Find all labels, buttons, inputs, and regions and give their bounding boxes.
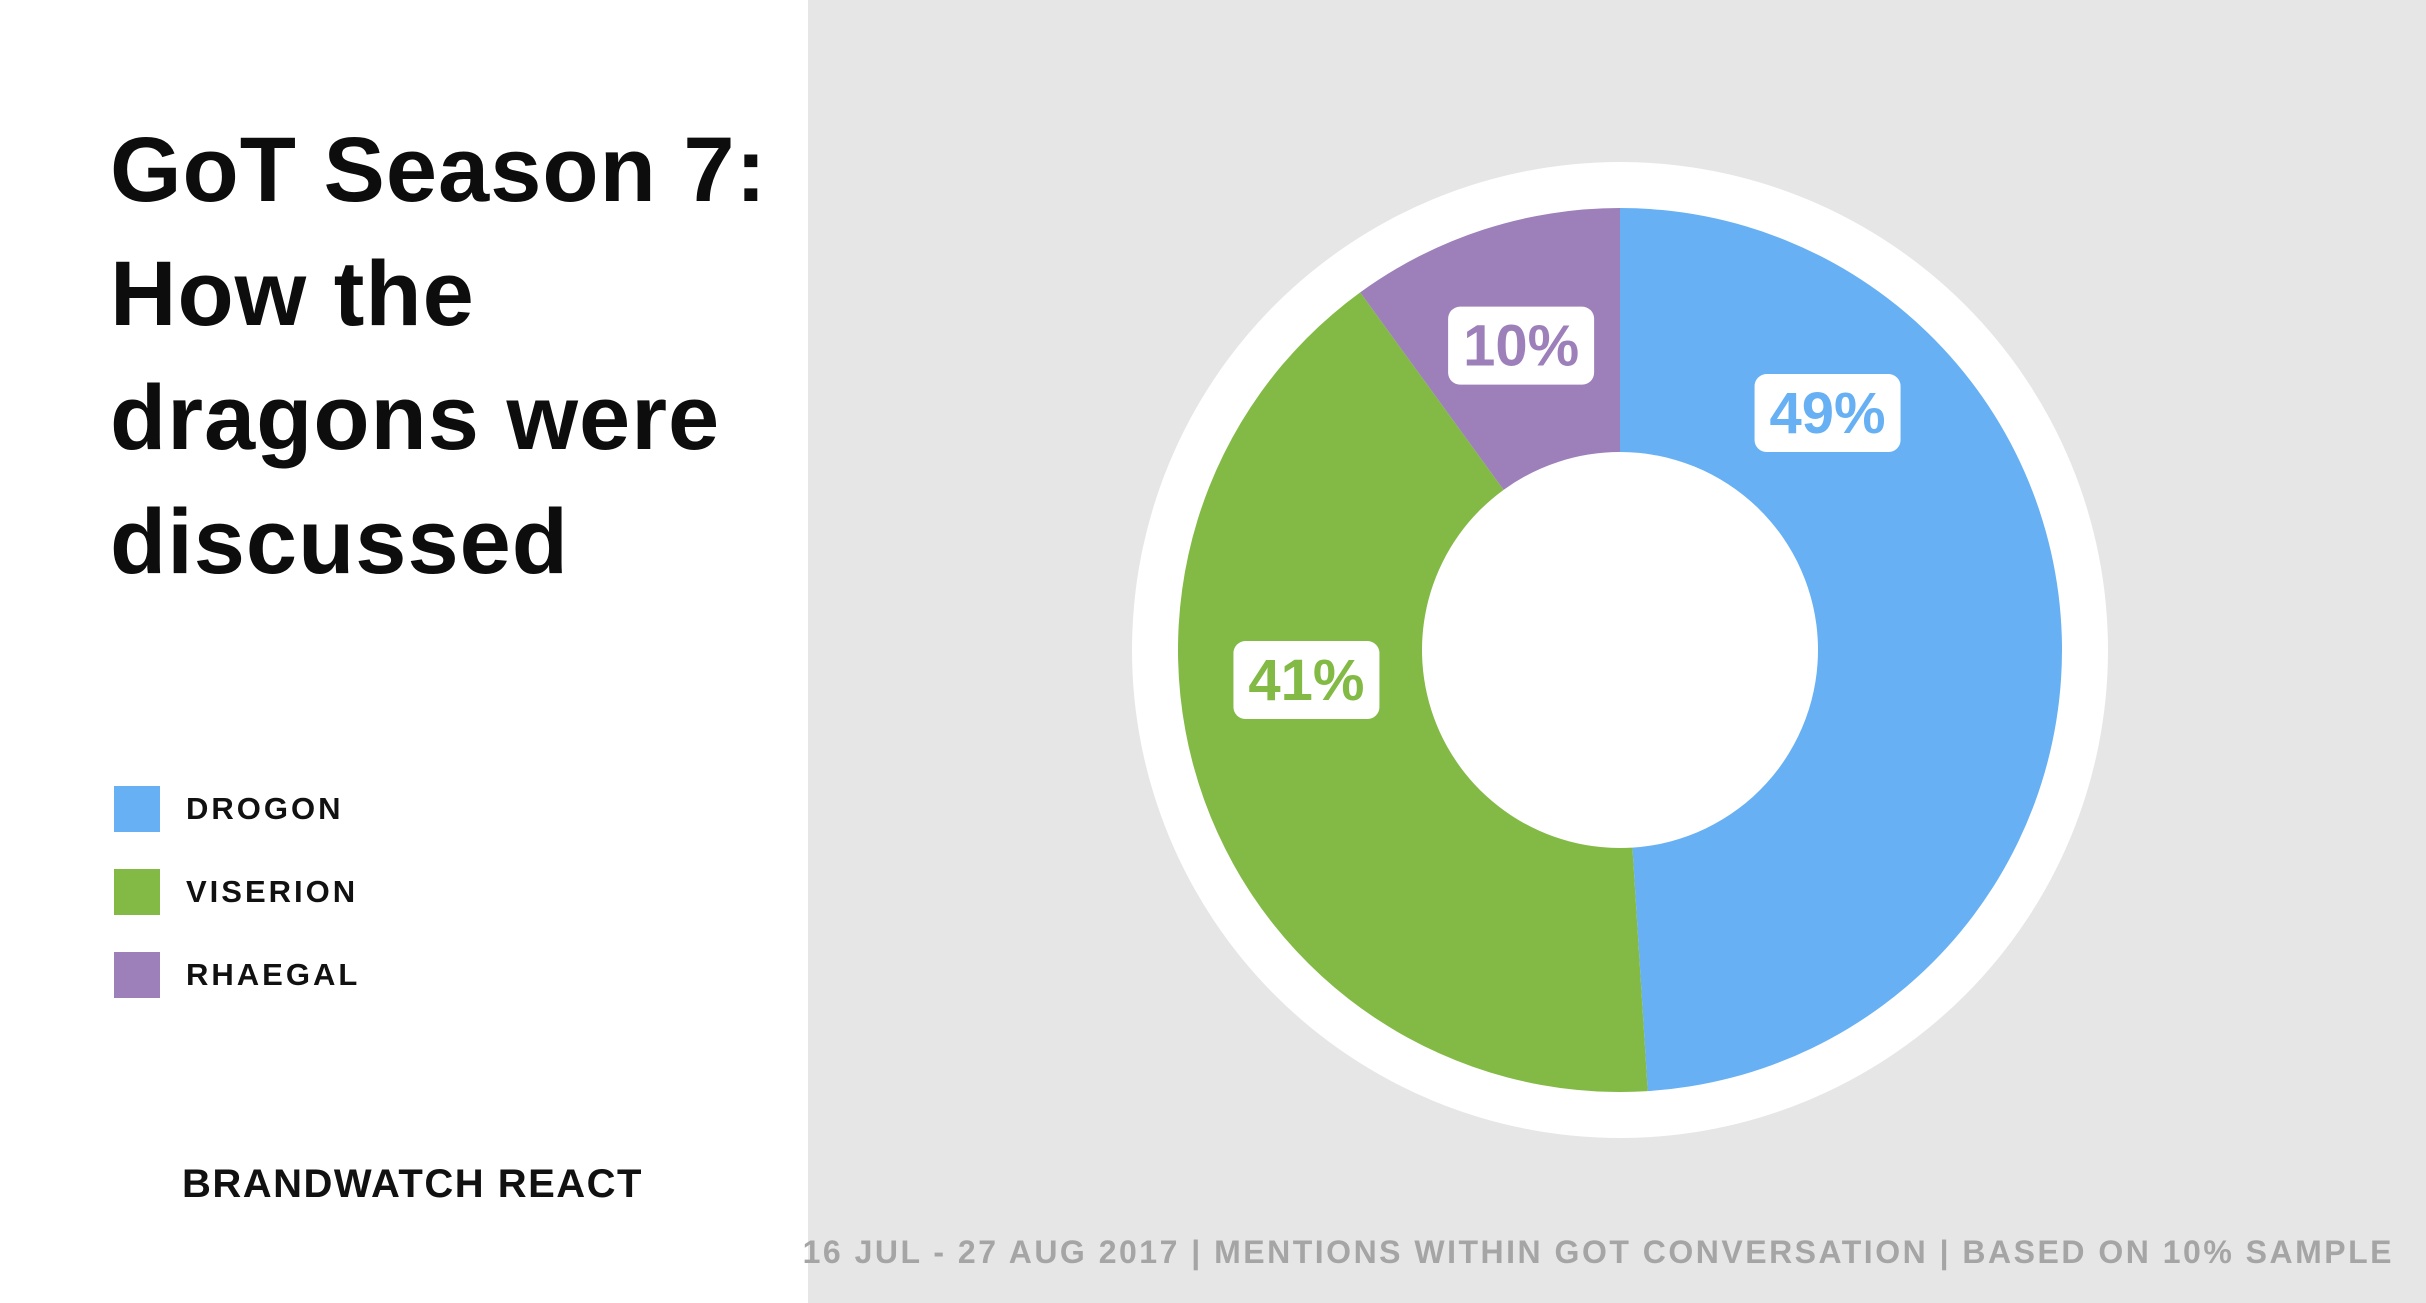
legend-label: DROGON: [186, 791, 344, 826]
title-line: dragons were: [110, 367, 721, 469]
slice-label-box: [1233, 641, 1380, 720]
footnote: 16 JUL - 27 AUG 2017 | MENTIONS WITHIN G…: [802, 1234, 2394, 1270]
slice-label-viserion: 41%: [1233, 641, 1380, 720]
legend: DROGON VISERION RHAEGAL: [114, 786, 360, 1035]
legend-item-viserion: VISERION: [114, 869, 360, 915]
slice-label-box: [1448, 306, 1595, 385]
slice-label-text: 49%: [1770, 381, 1886, 446]
slice-label-text: 41%: [1248, 648, 1364, 713]
donut-slice-drogon[interactable]: [1620, 208, 2063, 1092]
legend-swatch: [114, 952, 160, 998]
donut-slice-viserion[interactable]: [1177, 292, 1648, 1092]
legend-item-drogon: DROGON: [114, 786, 360, 832]
slice-label-box: [1754, 374, 1901, 453]
legend-label: VISERION: [186, 874, 359, 909]
chart-title: GoT Season 7: How the dragons were discu…: [110, 108, 800, 604]
legend-label: RHAEGAL: [186, 957, 361, 992]
slice-label-drogon: 49%: [1754, 374, 1901, 453]
slice-label-text: 10%: [1463, 314, 1579, 379]
brand-name: BRANDWATCH REACT: [182, 1162, 643, 1206]
title-line: How the: [110, 243, 475, 345]
left-panel: GoT Season 7: How the dragons were discu…: [0, 0, 808, 1303]
slice-label-rhaegal: 10%: [1448, 306, 1595, 385]
donut-chart: 49% 41% 10%: [1132, 162, 2108, 1138]
title-line: GoT Season 7:: [110, 119, 768, 221]
legend-item-rhaegal: RHAEGAL: [114, 952, 360, 998]
legend-swatch: [114, 786, 160, 832]
legend-swatch: [114, 869, 160, 915]
title-line: discussed: [110, 491, 569, 593]
